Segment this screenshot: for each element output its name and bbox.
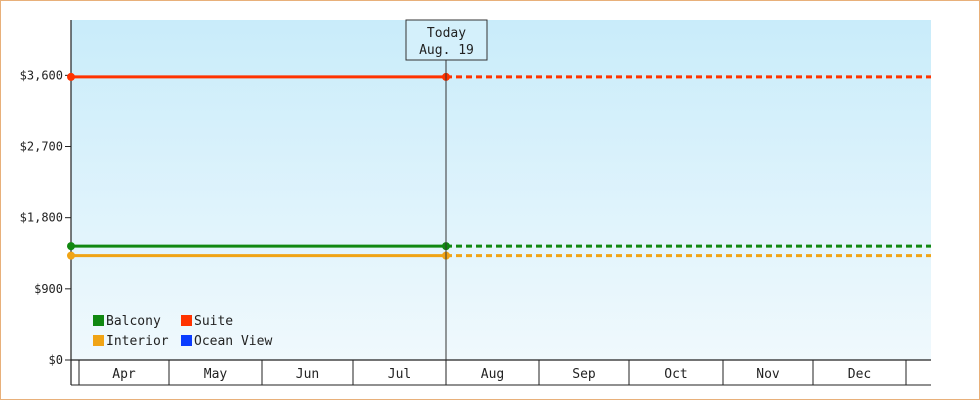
y-tick-label: $3,600 <box>20 68 63 82</box>
legend-label-suite: Suite <box>194 314 233 329</box>
y-tick-label: $900 <box>34 282 63 296</box>
x-tick-label: May <box>204 367 228 382</box>
legend-label-interior: Interior <box>106 334 169 349</box>
legend-swatch-balcony <box>93 315 104 326</box>
series-point-interior <box>67 251 75 260</box>
x-tick-label: Jun <box>296 367 319 382</box>
legend-swatch-suite <box>181 315 192 326</box>
x-tick-label: Jul <box>388 367 411 382</box>
y-tick-label: $1,800 <box>20 211 63 225</box>
y-tick-label: $2,700 <box>20 140 63 154</box>
legend-label-balcony: Balcony <box>106 314 161 329</box>
x-tick-label: Nov <box>756 367 780 382</box>
legend-swatch-interior <box>93 335 104 346</box>
x-tick-label: Sep <box>572 367 596 382</box>
legend-swatch-ocean-view <box>181 335 192 346</box>
today-box <box>405 19 488 61</box>
series-point-suite <box>67 72 75 81</box>
today-date: Aug. 19 <box>419 43 474 58</box>
y-tick-label: $0 <box>49 353 63 367</box>
plot-background <box>71 20 931 360</box>
x-tick-label: Apr <box>112 367 136 382</box>
series-point-balcony <box>67 242 75 251</box>
legend-label-ocean-view: Ocean View <box>194 334 272 349</box>
x-tick-label: Dec <box>848 367 871 382</box>
today-title: Today <box>427 26 466 41</box>
x-tick-label: Aug <box>481 367 504 382</box>
x-tick-label: Oct <box>664 367 687 382</box>
